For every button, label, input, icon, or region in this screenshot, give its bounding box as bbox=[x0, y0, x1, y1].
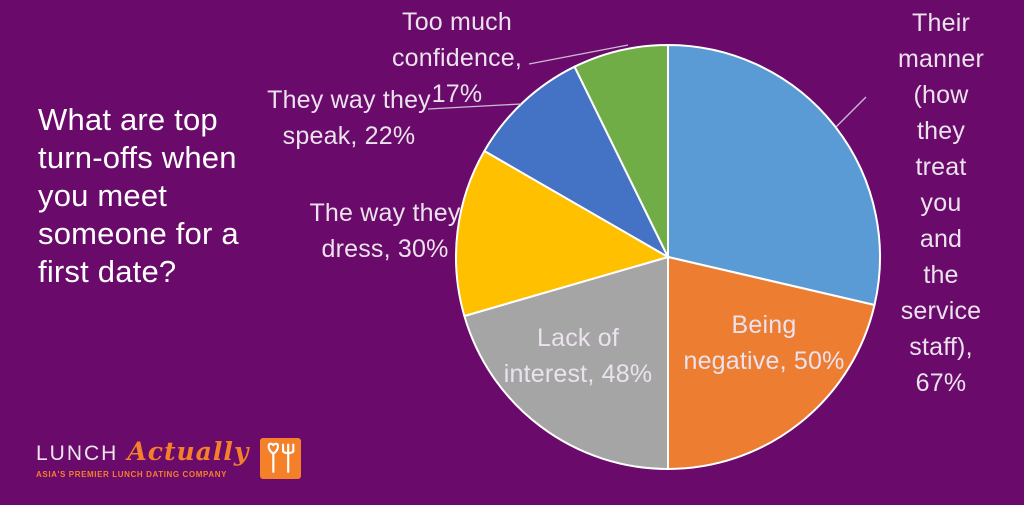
pie-slice-lack-of-interest bbox=[463, 256, 669, 470]
page-title: What are top turn-offs when you meet som… bbox=[38, 102, 239, 289]
logo-brand-primary: LUNCH bbox=[36, 442, 119, 465]
pie-slice-their-manner bbox=[667, 44, 881, 306]
pie-slice-being-negative bbox=[667, 256, 876, 470]
leader-line-too-much-confidence bbox=[528, 44, 629, 65]
pie-slice-they-way-they-speak bbox=[483, 65, 669, 258]
pie-label-being-negative: Being negative, 50% bbox=[683, 311, 845, 375]
pie-label-too-much-confidence: Too much confidence, 17% bbox=[391, 8, 523, 108]
lunch-actually-logo: LUNCH Actually ASIA'S PREMIER LUNCH DATI… bbox=[36, 437, 302, 479]
logo-brand-script: Actually bbox=[127, 437, 250, 466]
pie-label-they-way-they-speak: They way they speak, 22% bbox=[267, 86, 431, 150]
pie-label-their-manner: Their manner (how they treat you and the… bbox=[898, 9, 984, 397]
pie-label-lack-of-interest: Lack of interest, 48% bbox=[503, 324, 653, 388]
logo-text-block: LUNCH Actually ASIA'S PREMIER LUNCH DATI… bbox=[36, 437, 249, 479]
leader-line-their-manner bbox=[835, 96, 867, 128]
fork-and-heart-spoon-icon bbox=[260, 437, 302, 479]
pie-slice-too-much-confidence bbox=[573, 44, 669, 258]
leader-line-they-way-they-speak bbox=[427, 103, 522, 110]
pie-slice-the-way-they-dress bbox=[455, 150, 669, 317]
pie-label-the-way-they-dress: The way they dress, 30% bbox=[309, 199, 461, 263]
pie-slices-group bbox=[455, 44, 881, 470]
logo-tagline: ASIA'S PREMIER LUNCH DATING COMPANY bbox=[36, 470, 228, 479]
